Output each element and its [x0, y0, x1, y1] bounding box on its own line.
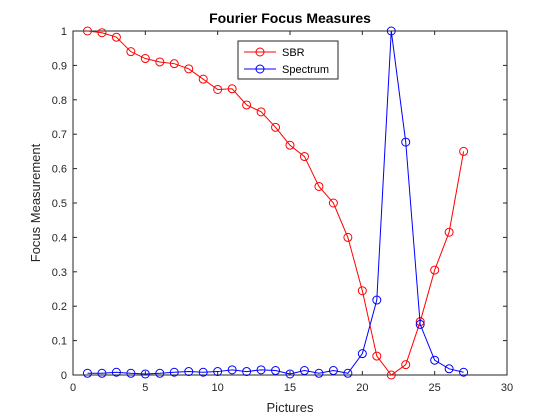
sbr-point [372, 351, 382, 361]
x-tick-label: 30 [501, 382, 513, 394]
spectrum-point [444, 364, 454, 374]
y-tick-label: 0.9 [52, 60, 67, 72]
legend: SBR Spectrum [237, 40, 339, 80]
sbr-point [256, 107, 266, 117]
legend-marker [255, 47, 265, 57]
y-tick-label: 0.6 [52, 164, 67, 176]
x-tick-label: 5 [142, 382, 148, 394]
sbr-point [82, 26, 92, 36]
legend-label: Spectrum [282, 64, 329, 76]
y-axis-label: Focus Measurement [28, 143, 43, 262]
spectrum-point [401, 137, 411, 147]
sbr-point [242, 100, 252, 110]
sbr-point [299, 152, 309, 162]
y-tick-label: 0.1 [52, 336, 67, 348]
spectrum-point [169, 367, 179, 377]
sbr-point [155, 57, 165, 67]
spectrum-point [386, 26, 396, 36]
x-tick-label: 25 [429, 382, 441, 394]
y-tick-label: 0.7 [52, 129, 67, 141]
spectrum-point [155, 368, 165, 378]
sbr-point [328, 198, 338, 208]
series-layer [82, 26, 469, 380]
sbr-point [343, 232, 353, 242]
sbr-point [198, 74, 208, 84]
sbr-point [169, 59, 179, 69]
spectrum-point [299, 366, 309, 376]
sbr-point [357, 286, 367, 296]
spectrum-point [285, 369, 295, 379]
spectrum-point [184, 367, 194, 377]
spectrum-point [242, 367, 252, 377]
sbr-point [227, 84, 237, 94]
sbr-point [401, 360, 411, 370]
sbr-point [97, 28, 107, 38]
spectrum-point [126, 368, 136, 378]
y-tick-label: 0 [61, 370, 67, 382]
sbr-point [126, 47, 136, 57]
spectrum-point [328, 366, 338, 376]
sbr-point [386, 370, 396, 380]
x-tick-label: 20 [356, 382, 368, 394]
sbr-point [444, 227, 454, 237]
sbr-point [271, 122, 281, 132]
spectrum-point [271, 366, 281, 376]
spectrum-point [459, 367, 469, 377]
sbr-point [184, 64, 194, 74]
plot-area [72, 30, 508, 376]
series-sbr [82, 26, 469, 380]
spectrum-point [227, 365, 237, 375]
spectrum-point [314, 368, 324, 378]
spectrum-point [343, 368, 353, 378]
x-tick-label: 15 [284, 382, 296, 394]
legend-item-spectrum: Spectrum [244, 64, 329, 76]
y-tick-label: 0.8 [52, 95, 67, 107]
sbr-point [213, 84, 223, 94]
y-tick-label: 1 [61, 26, 67, 38]
spectrum-point [198, 367, 208, 377]
spectrum-point [430, 355, 440, 365]
x-axis-label: Pictures [267, 400, 314, 415]
y-tick-label: 0.2 [52, 301, 67, 313]
spectrum-point [415, 319, 425, 329]
spectrum-point [97, 368, 107, 378]
legend-label: SBR [282, 47, 305, 59]
y-tick-label: 0.3 [52, 267, 67, 279]
spectrum-point [213, 367, 223, 377]
sbr-line [87, 30, 465, 376]
legend-box [237, 40, 339, 80]
spectrum-point [372, 295, 382, 305]
x-tick-label: 0 [70, 382, 76, 394]
series-spectrum [82, 26, 469, 379]
spectrum-point [357, 349, 367, 359]
y-tick-label: 0.4 [52, 232, 67, 244]
legend-marker [255, 64, 265, 74]
ticks-layer: 0 5 10 15 20 25 30 0 0.1 0.2 0.3 0.4 0.5 0.6 0.7 0.8 0.9… [52, 26, 513, 394]
spectrum-point [82, 368, 92, 378]
spectrum-point [111, 367, 121, 377]
sbr-point [314, 181, 324, 191]
sbr-point [285, 140, 295, 150]
legend-item-sbr: SBR [244, 47, 305, 59]
spectrum-point [140, 369, 150, 379]
sbr-point [459, 146, 469, 156]
spectrum-point [256, 365, 266, 375]
sbr-point [140, 54, 150, 64]
chart-title: Fourier Focus Measures [209, 10, 371, 26]
x-tick-label: 10 [212, 382, 224, 394]
spectrum-line [87, 30, 464, 375]
sbr-point [111, 32, 121, 42]
sbr-point [430, 265, 440, 275]
y-tick-label: 0.5 [52, 198, 67, 210]
